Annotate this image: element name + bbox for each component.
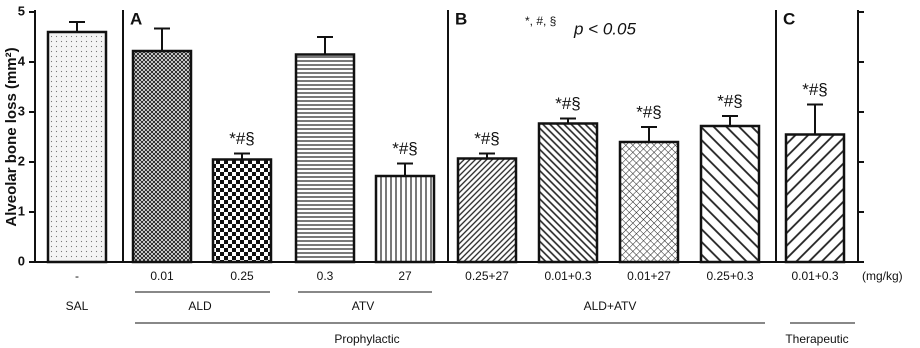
x-tick-label: 0.01 [150,269,174,283]
bar [537,122,599,264]
y-tick-label: 3 [18,103,25,118]
bar [618,140,680,264]
y-tick-label: 5 [18,3,25,18]
x-tick-label: 0.25+27 [465,269,509,283]
panel-label: A [130,9,142,28]
note-p: p < 0.05 [573,19,636,38]
y-tick-label: 2 [18,153,25,168]
group-label: ATV [352,299,374,313]
panel-label: C [783,9,795,28]
bar [456,157,518,264]
x-tick-label: - [75,269,79,283]
x-tick-label: 0.01+0.3 [791,269,838,283]
significance-label: *#§ [474,129,500,148]
significance-label: *#§ [802,80,828,99]
significance-label: *#§ [636,102,662,121]
group-label: ALD+ATV [584,299,637,313]
y-tick-label: 4 [18,53,26,68]
significance-label: *#§ [229,129,255,148]
x-tick-label: 0.25+0.3 [706,269,753,283]
bar [131,49,193,264]
unit-label: (mg/kg) [862,269,903,283]
bar [784,133,846,264]
bar [211,158,273,264]
bar [294,53,356,264]
group-label: SAL [66,299,89,313]
group-label: Therapeutic [785,332,848,346]
significance-label: *#§ [392,139,418,158]
y-axis-label: Alveolar bone loss (mm²) [3,47,20,226]
x-tick-label: 27 [398,269,412,283]
bar [374,174,436,264]
bar [46,30,108,264]
x-tick-label: 0.3 [317,269,334,283]
bar [699,124,761,264]
x-tick-label: 0.01+27 [627,269,671,283]
y-tick-label: 1 [18,203,25,218]
group-label: ALD [188,299,212,313]
significance-label: *#§ [555,94,581,113]
note-symbols: *, #, § [525,14,556,28]
y-tick-label: 0 [18,253,25,268]
significance-label: *#§ [717,91,743,110]
group-label: Prophylactic [334,332,399,346]
x-tick-label: 0.25 [230,269,254,283]
panel-label: B [455,9,467,28]
x-tick-label: 0.01+0.3 [544,269,591,283]
